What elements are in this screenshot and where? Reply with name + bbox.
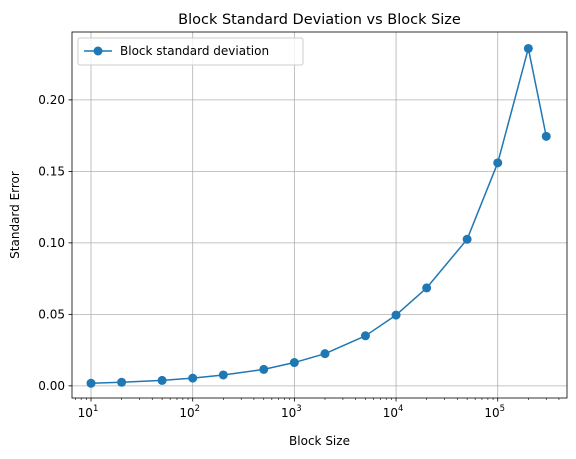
legend-label: Block standard deviation (120, 44, 269, 58)
legend: Block standard deviation (77, 37, 304, 66)
data-point (360, 331, 370, 341)
data-point (320, 349, 330, 359)
data-point (289, 358, 299, 368)
data-point (117, 377, 127, 387)
data-point (259, 364, 269, 374)
legend-box (77, 37, 304, 66)
y-tick-label: 0.05 (38, 307, 65, 321)
data-point (188, 373, 198, 383)
data-point (541, 131, 551, 141)
y-tick-label: 0.00 (38, 379, 65, 393)
x-tick-label: 104 (383, 404, 404, 420)
series-layer (86, 43, 551, 388)
y-axis-label: Standard Error (8, 171, 22, 259)
x-tick-label: 101 (78, 404, 99, 420)
x-axis-label: Block Size (289, 434, 350, 448)
legend-swatch-marker (93, 46, 103, 56)
data-point (462, 234, 472, 244)
data-point (523, 43, 533, 53)
data-point (157, 375, 167, 385)
x-tick-label: 102 (179, 404, 200, 420)
data-point (391, 310, 401, 320)
data-point (493, 158, 503, 168)
x-tick-label: 105 (484, 404, 505, 420)
data-point (218, 370, 228, 380)
y-tick-label: 0.15 (38, 164, 65, 178)
y-tick-label: 0.10 (38, 236, 65, 250)
chart-title: Block Standard Deviation vs Block Size (178, 12, 461, 28)
y-tick-label: 0.20 (38, 93, 65, 107)
x-tick-label: 103 (281, 404, 302, 420)
plot-area-frame (71, 31, 568, 399)
grid (72, 32, 567, 398)
data-point (422, 283, 432, 293)
y-axis-ticks: 0.00 0.05 0.10 0.15 0.20 (38, 93, 72, 393)
data-point (86, 378, 96, 388)
x-axis-ticks: 101 102 103 104 105 (74, 398, 560, 420)
